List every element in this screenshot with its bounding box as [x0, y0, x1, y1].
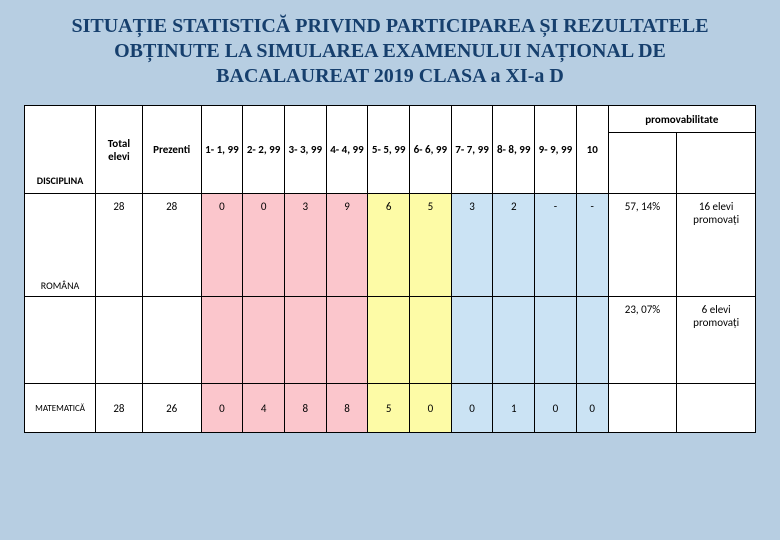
cell-v2: 3: [284, 194, 326, 297]
math-v5: 0: [410, 384, 452, 433]
col-disciplina: DISCIPLINA: [25, 106, 96, 194]
cell-pct: 57, 14%: [608, 194, 677, 297]
cell-v7: 2: [493, 194, 535, 297]
mid-v6: [451, 297, 493, 384]
mid-pct: 23, 07%: [608, 297, 677, 384]
math-v8: 0: [535, 384, 577, 433]
col-range-2: 2- 2, 99: [243, 106, 285, 194]
cell-v6: 3: [451, 194, 493, 297]
math-total: 28: [96, 384, 143, 433]
mid-v3: [326, 297, 368, 384]
row-label-matematica: MATEMATICĂ: [25, 384, 96, 433]
cell-v1: 0: [243, 194, 285, 297]
mid-prezenti: [142, 297, 201, 384]
col-range-4: 4- 4, 99: [326, 106, 368, 194]
col-range-9: 9- 9, 99: [535, 106, 577, 194]
math-v1: 4: [243, 384, 285, 433]
math-v3: 8: [326, 384, 368, 433]
cell-prezenti: 28: [142, 194, 201, 297]
math-prezenti: 26: [142, 384, 201, 433]
col-promov: promovabilitate: [608, 106, 755, 133]
cell-v5: 5: [410, 194, 452, 297]
cell-v9: -: [576, 194, 608, 297]
mid-v1: [243, 297, 285, 384]
math-v6: 0: [451, 384, 493, 433]
mid-v5: [410, 297, 452, 384]
col-range-7: 7- 7, 99: [451, 106, 493, 194]
mid-total: [96, 297, 143, 384]
col-range-3: 3- 3, 99: [284, 106, 326, 194]
mid-v2: [284, 297, 326, 384]
col-range-8: 8- 8, 99: [493, 106, 535, 194]
col-range-5: 5- 5, 99: [368, 106, 410, 194]
row-middle: 23, 07% 6 elevi promovați: [25, 297, 756, 384]
cell-total: 28: [96, 194, 143, 297]
page-title: SITUAȚIE STATISTICĂ PRIVIND PARTICIPAREA…: [0, 0, 780, 95]
mid-v7: [493, 297, 535, 384]
mid-note: 6 elevi promovați: [677, 297, 756, 384]
col-promov-pct: [608, 133, 677, 194]
math-v4: 5: [368, 384, 410, 433]
math-pct: [608, 384, 677, 433]
mid-v9: [576, 297, 608, 384]
header-row-top: DISCIPLINA Total elevi Prezenti 1- 1, 99…: [25, 106, 756, 133]
math-v9: 0: [576, 384, 608, 433]
row-label-mid: [25, 297, 96, 384]
col-range-1: 1- 1, 99: [201, 106, 243, 194]
mid-v0: [201, 297, 243, 384]
math-note: [677, 384, 756, 433]
stats-table-wrap: DISCIPLINA Total elevi Prezenti 1- 1, 99…: [0, 95, 780, 433]
row-romana: ROMÂNA 28 28 0 0 3 9 6 5 3 2 - - 57, 14%…: [25, 194, 756, 297]
cell-v0: 0: [201, 194, 243, 297]
cell-v4: 6: [368, 194, 410, 297]
math-v0: 0: [201, 384, 243, 433]
mid-v4: [368, 297, 410, 384]
row-label-romana: ROMÂNA: [25, 194, 96, 297]
cell-v8: -: [535, 194, 577, 297]
math-v2: 8: [284, 384, 326, 433]
stats-table: DISCIPLINA Total elevi Prezenti 1- 1, 99…: [24, 105, 756, 433]
cell-v3: 9: [326, 194, 368, 297]
row-matematica: MATEMATICĂ 28 26 0 4 8 8 5 0 0 1 0 0: [25, 384, 756, 433]
col-prezenti: Prezenti: [142, 106, 201, 194]
col-promov-note: [677, 133, 756, 194]
col-range-10: 10: [576, 106, 608, 194]
math-v7: 1: [493, 384, 535, 433]
cell-note: 16 elevi promovați: [677, 194, 756, 297]
mid-v8: [535, 297, 577, 384]
col-total: Total elevi: [96, 106, 143, 194]
col-range-6: 6- 6, 99: [410, 106, 452, 194]
